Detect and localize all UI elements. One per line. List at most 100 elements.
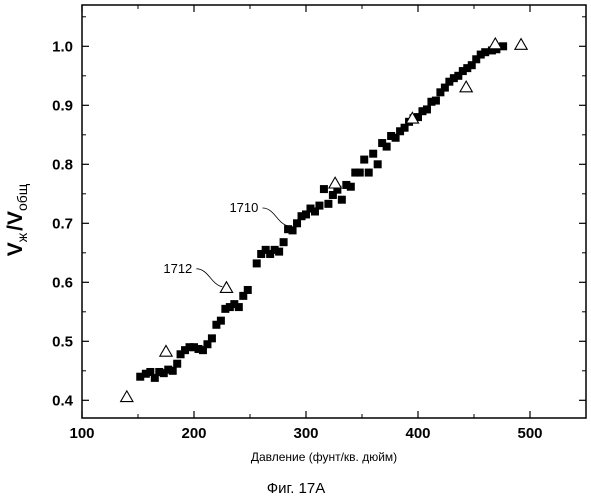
data-point-square [266,249,275,258]
data-point-square [150,373,159,382]
data-point-square [337,195,346,204]
data-point-square [155,367,164,376]
data-point-square [324,199,333,208]
figure-caption: Фиг. 17А [267,480,325,497]
data-point-square [243,285,252,294]
data-point-square [239,291,248,300]
data-point-square [198,346,207,355]
data-point-triangle [459,79,474,93]
data-point-square [146,367,155,376]
data-point-square [333,185,342,194]
data-point-square [472,55,481,64]
data-point-square [387,131,396,140]
data-point-square [279,238,288,247]
data-point-square [275,247,284,256]
x-tick-label: 300 [293,425,318,442]
data-point-square [203,340,212,349]
data-point-square [355,168,364,177]
y-tick-label: 0.5 [52,333,73,350]
x-axis-title: Давление (фунт/кв. дюйм) [251,450,397,464]
data-point-square [467,61,476,70]
data-point-square [284,225,293,234]
data-point-square [369,149,378,158]
data-point-triangle [158,344,174,357]
data-point-square [328,190,337,199]
data-point-triangle [513,37,529,50]
data-point-square [230,300,239,309]
data-point-square [136,372,145,381]
data-point-square [476,50,485,59]
x-tick-label: 400 [405,425,430,442]
data-point-triangle [219,280,234,293]
annotation-leader [262,207,289,227]
data-point-square [499,42,508,51]
data-point-square [346,182,355,191]
data-point-square [458,67,467,76]
data-point-square [288,226,297,235]
data-point-square [378,139,387,148]
data-point-square [225,303,234,312]
data-point-square [449,74,458,83]
x-tick-label: 100 [69,425,94,442]
data-point-square [168,366,177,375]
data-point-square [306,204,315,213]
y-axis-title-sub2: общ [14,183,30,211]
data-point-square [454,71,463,80]
data-point-square [207,334,216,343]
y-tick-label: 1.0 [52,38,73,55]
data-point-square [445,77,454,86]
y-axis-title-v1: V [4,242,27,256]
y-tick-label: 0.8 [52,156,73,173]
data-point-square [481,48,490,57]
data-point-triangle [119,389,134,403]
y-axis-title-sub1: ж [14,232,30,242]
data-point-square [440,83,449,92]
data-point-square [487,46,496,55]
data-point-square [382,142,391,151]
data-point-square [173,359,182,368]
x-tick-label: 500 [517,425,542,442]
data-point-triangle [488,36,503,50]
y-tick-label: 0.9 [52,97,73,114]
data-point-square [431,96,440,105]
data-point-square [391,133,400,142]
plot-frame [81,4,587,419]
data-point-square [141,369,150,378]
data-point-square [216,316,225,325]
data-point-square [181,346,190,355]
data-point-square [194,344,203,353]
data-point-square [257,249,266,258]
y-tick-label: 0.7 [52,215,73,232]
data-point-square [297,212,306,221]
data-point-square [234,303,243,312]
data-point-square [422,105,431,114]
data-point-square [164,365,173,374]
data-point-square [396,127,405,136]
data-point-triangle [405,111,420,124]
data-point-square [364,168,373,177]
y-axis-title: Vж/Vобщ [4,183,30,256]
data-point-square [414,113,422,122]
y-axis-title-sep: /V [4,211,27,231]
data-point-square [270,245,279,254]
data-point-square [185,343,194,352]
data-point-square [221,304,230,313]
data-point-square [360,155,369,164]
data-point-square [418,107,427,116]
data-point-square [342,180,351,189]
data-point-square [310,207,319,216]
data-point-triangle [327,176,343,189]
data-point-square [159,369,168,378]
data-point-square [463,64,472,73]
annotation-label: 1712 [163,261,192,276]
data-point-square [176,350,185,359]
data-point-square [315,201,324,210]
y-tick-label: 0.6 [52,274,73,291]
data-point-square [293,219,302,228]
data-point-square [261,245,270,254]
annotation-label: 1710 [229,200,258,215]
data-point-square [319,185,328,194]
y-tick-label: 0.4 [52,392,74,409]
